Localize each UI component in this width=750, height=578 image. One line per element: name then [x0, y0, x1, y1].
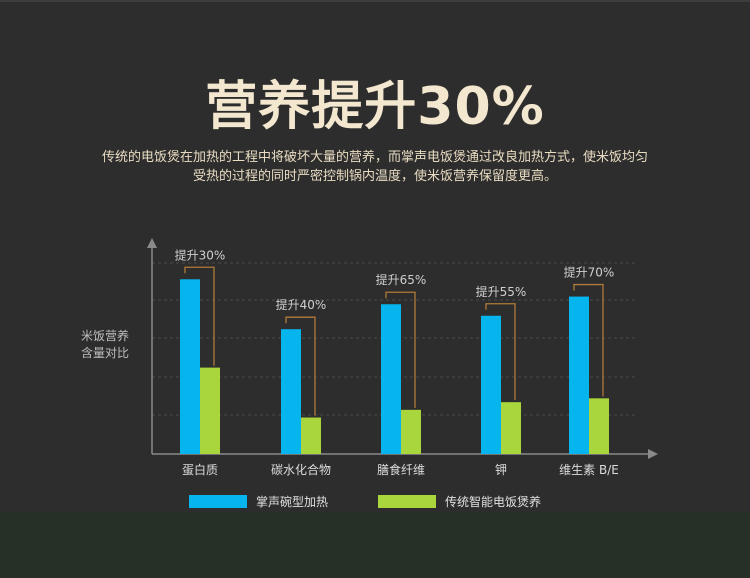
bottom-band	[0, 512, 750, 578]
legend-label-blue: 掌声碗型加热	[256, 494, 328, 509]
bar-green-3	[501, 402, 521, 454]
bar-green-2	[401, 409, 421, 454]
bar-blue-1	[281, 329, 301, 454]
bar-green-4	[589, 398, 609, 454]
improvement-bracket-2	[385, 291, 416, 408]
improvement-label-0: 提升30%	[175, 247, 226, 262]
description-line-2: 受热的过程的同时严密控制锅内温度，使米饭营养保留度更高。	[192, 169, 557, 184]
description-line-1: 传统的电饭煲在加热的工程中将破坏大量的营养，而掌声电饭煲通过改良加热方式，使米饭…	[101, 150, 648, 165]
improvement-label-4: 提升70%	[564, 265, 615, 280]
bar-blue-3	[481, 315, 501, 454]
y-axis-label: 含量对比	[81, 345, 129, 360]
y-axis-arrow	[147, 238, 157, 248]
x-axis-arrow	[648, 449, 658, 459]
bar-green-0	[200, 367, 220, 454]
description: 传统的电饭煲在加热的工程中将破坏大量的营养，而掌声电饭煲通过改良加热方式，使米饭…	[40, 148, 710, 186]
bar-blue-4	[569, 296, 589, 454]
bar-green-1	[301, 417, 321, 454]
bar-blue-2	[381, 304, 401, 454]
page-title: 营养提升30%	[205, 77, 545, 137]
improvement-label-3: 提升55%	[476, 284, 527, 299]
bar-blue-0	[180, 279, 200, 454]
legend-swatch-blue	[189, 495, 247, 508]
improvement-bracket-1	[285, 316, 316, 416]
improvement-label-1: 提升40%	[276, 297, 327, 312]
legend-swatch-green	[378, 495, 436, 508]
improvement-label-2: 提升65%	[376, 272, 427, 287]
y-axis-label: 米饭营养	[81, 328, 129, 343]
category-label-2: 膳食纤维	[377, 462, 425, 477]
improvement-bracket-3	[485, 303, 516, 401]
top-divider	[0, 0, 750, 2]
category-label-1: 碳水化合物	[271, 462, 331, 477]
improvement-bracket-4	[573, 283, 604, 397]
category-label-4: 维生素 B/E	[559, 463, 619, 477]
category-label-3: 钾	[495, 463, 507, 477]
category-label-0: 蛋白质	[182, 462, 218, 477]
legend-label-green: 传统智能电饭煲养	[445, 494, 541, 509]
improvement-bracket-0	[184, 266, 215, 366]
